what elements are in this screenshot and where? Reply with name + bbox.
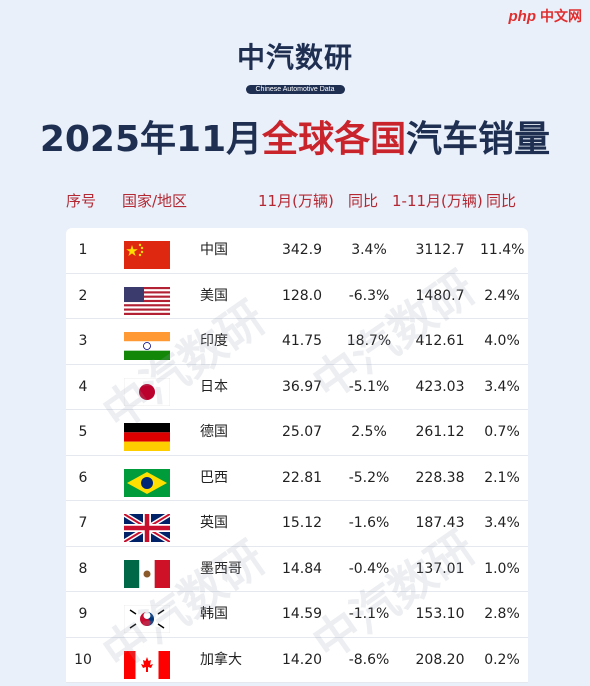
row-ytd-sales: 153.10 <box>415 606 465 622</box>
row-nov-yoy: -5.2% <box>348 469 390 486</box>
table-row: 1 中国 342.9 3.4% 3112.7 11.4% <box>66 228 528 274</box>
row-nov-sales: 14.20 <box>281 651 323 668</box>
row-country: 墨西哥 <box>200 560 242 577</box>
row-ytd-yoy: 4.0% <box>484 333 520 349</box>
row-ytd-sales: 208.20 <box>415 651 465 668</box>
row-ytd-yoy: 3.4% <box>484 378 520 395</box>
row-index: 10 <box>74 651 92 668</box>
row-country: 德国 <box>200 424 228 440</box>
row-nov-yoy: -8.6% <box>348 651 390 668</box>
row-nov-yoy: -5.1% <box>348 378 390 395</box>
row-ytd-yoy: 11.4% <box>480 242 525 258</box>
germany-flag-icon <box>124 423 170 451</box>
title-highlight: 全球各国 <box>262 119 407 160</box>
japan-flag-icon <box>123 377 171 406</box>
title-part2: 汽车销量 <box>406 119 551 160</box>
table-row: 10 加拿大 14.20 -8.6% 208.20 0.2% <box>66 638 528 683</box>
row-index: 5 <box>78 424 88 440</box>
uk-flag-icon <box>122 511 172 545</box>
row-country: 英国 <box>200 515 228 531</box>
row-index: 3 <box>78 333 88 349</box>
row-ytd-sales: 228.38 <box>415 469 465 486</box>
row-index: 2 <box>78 287 88 304</box>
row-nov-yoy: 3.4% <box>351 242 387 258</box>
row-country: 巴西 <box>200 469 228 486</box>
table-row: 9 韩国 14.59 -1.1% 153.10 2.8% <box>66 592 528 638</box>
row-nov-sales: 41.75 <box>281 333 323 349</box>
header-ytd: 1-11月(万辆) <box>392 192 483 210</box>
site-logo-php: php <box>508 7 537 25</box>
brand-logo: 中汽数研 Chinese Automotive Data <box>0 36 590 95</box>
row-nov-sales: 14.59 <box>281 606 323 622</box>
row-index: 9 <box>78 606 88 622</box>
row-nov-sales: 128.0 <box>281 287 323 304</box>
table-row: 4 日本 36.97 -5.1% 423.03 3.4% <box>66 365 528 410</box>
page-title: 2025年11月全球各国汽车销量 <box>0 110 590 162</box>
row-nov-sales: 14.84 <box>281 560 323 577</box>
header-yoy1: 同比 <box>348 192 379 210</box>
usa-flag-icon <box>124 286 170 315</box>
header-nov: 11月(万辆) <box>258 192 334 210</box>
table-row: 6 巴西 22.81 -5.2% 228.38 2.1% <box>66 456 528 501</box>
header-country: 国家/地区 <box>122 192 188 210</box>
row-nov-yoy: -6.3% <box>348 287 390 304</box>
china-flag-icon <box>124 241 170 269</box>
sales-table: 1 中国 342.9 3.4% 3112.7 11.4% 2 美国 128.0 -6.3% 1480… <box>66 228 528 683</box>
row-nov-yoy: -1.1% <box>348 606 390 622</box>
brand-subtitle: Chinese Automotive Data <box>245 85 345 94</box>
header-yoy2: 同比 <box>486 192 517 210</box>
korea-flag-icon <box>123 604 171 634</box>
row-country: 日本 <box>200 378 228 395</box>
title-part1: 2025年11月 <box>39 119 263 160</box>
table-row: 8 墨西哥 14.84 -0.4% 137.01 1.0% <box>66 547 528 592</box>
india-flag-icon <box>124 332 170 360</box>
row-ytd-sales: 3112.7 <box>415 242 465 258</box>
row-nov-yoy: -1.6% <box>348 515 390 531</box>
row-ytd-yoy: 2.8% <box>484 606 520 622</box>
row-nov-sales: 36.97 <box>281 378 323 395</box>
row-country: 中国 <box>200 242 228 258</box>
row-nov-sales: 22.81 <box>281 469 323 486</box>
row-ytd-yoy: 1.0% <box>484 560 520 577</box>
table-row: 2 美国 128.0 -6.3% 1480.7 2.4% <box>66 274 528 319</box>
row-ytd-sales: 187.43 <box>415 515 465 531</box>
row-ytd-sales: 261.12 <box>415 424 465 440</box>
row-nov-yoy: 2.5% <box>351 424 387 440</box>
row-ytd-sales: 1480.7 <box>415 287 465 304</box>
row-index: 8 <box>78 560 88 577</box>
canada-flag-icon <box>124 650 170 679</box>
row-ytd-yoy: 0.2% <box>484 651 520 668</box>
row-ytd-yoy: 2.4% <box>484 287 520 304</box>
row-nov-sales: 25.07 <box>281 424 323 440</box>
row-ytd-sales: 412.61 <box>415 333 465 349</box>
row-ytd-sales: 423.03 <box>415 378 465 395</box>
row-index: 1 <box>78 242 88 258</box>
row-ytd-yoy: 3.4% <box>484 515 520 531</box>
site-logo[interactable]: php 中文网 <box>509 6 583 26</box>
row-country: 印度 <box>200 333 228 349</box>
row-index: 7 <box>78 515 88 531</box>
row-ytd-sales: 137.01 <box>415 560 465 577</box>
site-logo-cn: 中文网 <box>540 8 582 24</box>
row-country: 韩国 <box>200 606 228 622</box>
row-nov-yoy: 18.7% <box>346 333 392 349</box>
header-idx: 序号 <box>66 192 97 210</box>
table-row: 3 印度 41.75 18.7% 412.61 4.0% <box>66 319 528 365</box>
row-nov-yoy: -0.4% <box>348 560 390 577</box>
row-nov-sales: 15.12 <box>281 515 323 531</box>
table-header: 序号 国家/地区 11月(万辆) 同比 1-11月(万辆) 同比 <box>0 190 590 220</box>
row-ytd-yoy: 0.7% <box>484 424 520 440</box>
table-row: 5 德国 25.07 2.5% 261.12 0.7% <box>66 410 528 456</box>
row-country: 美国 <box>200 287 228 304</box>
row-index: 6 <box>78 469 88 486</box>
brand-name: 中汽数研 <box>236 41 353 74</box>
mexico-flag-icon <box>124 559 170 588</box>
row-nov-sales: 342.9 <box>281 242 323 258</box>
brazil-flag-icon <box>124 468 170 497</box>
table-row: 7 英国 15.12 -1.6% 187.43 3.4% <box>66 501 528 547</box>
row-country: 加拿大 <box>200 651 242 668</box>
row-index: 4 <box>78 378 88 395</box>
row-ytd-yoy: 2.1% <box>484 469 520 486</box>
